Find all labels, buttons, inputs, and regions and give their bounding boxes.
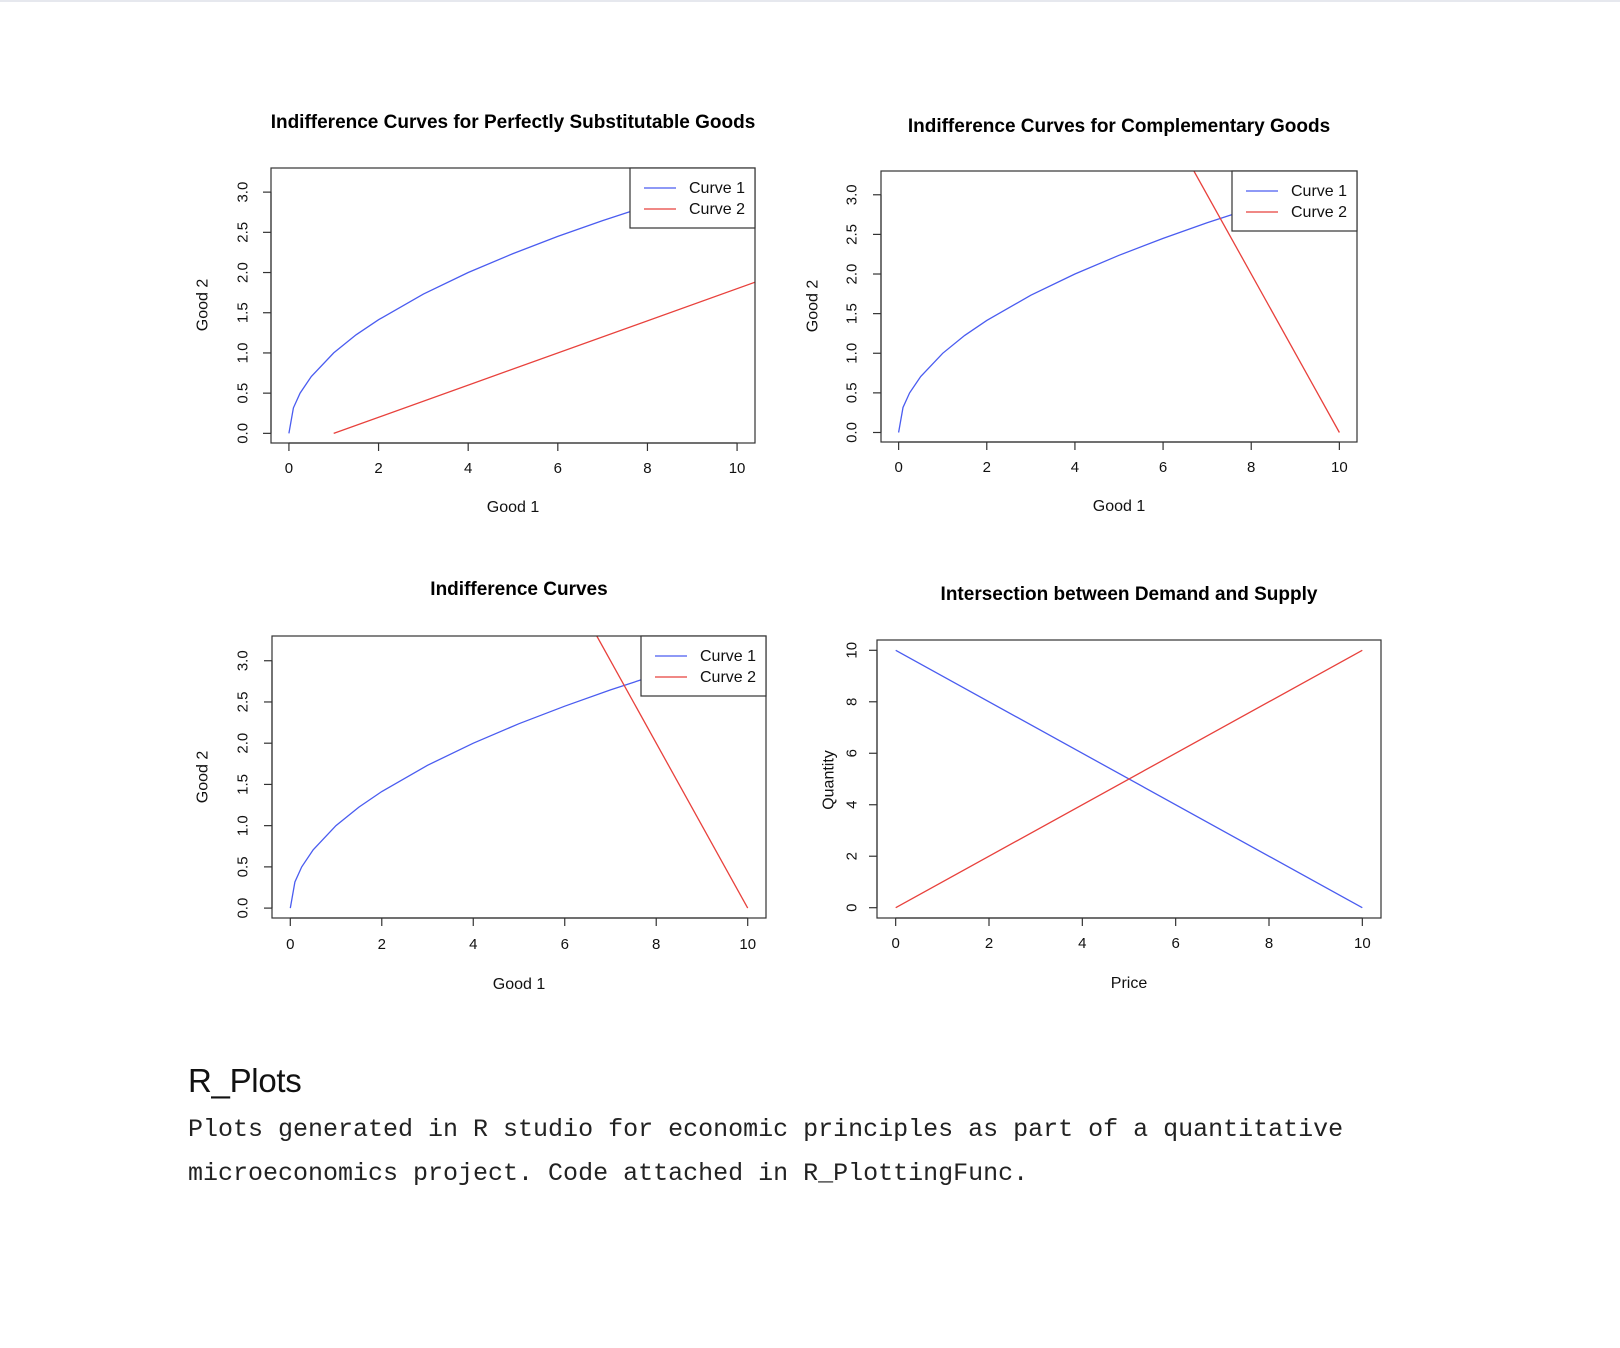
y-tick-label: 2.5 bbox=[235, 692, 252, 713]
legend-label: Curve 2 bbox=[689, 201, 745, 218]
x-axis-label: Good 1 bbox=[493, 976, 546, 993]
chart-3: Indifference Curves 0 2 4 6 8 10 Good 1 0.0 0.5 1.… bbox=[195, 579, 767, 993]
legend: Curve 1 Curve 2 bbox=[629, 167, 756, 229]
legend-box bbox=[629, 167, 756, 229]
x-tick-label: 0 bbox=[285, 460, 293, 477]
y-tick-label: 2.5 bbox=[235, 222, 252, 243]
y-axis-label: Quantity bbox=[821, 750, 838, 810]
y-tick-label: 1.0 bbox=[844, 343, 861, 364]
series-line-2 bbox=[333, 281, 755, 435]
legend: Curve 1 Curve 2 bbox=[1231, 170, 1358, 232]
chart-2: Indifference Curves for Complementary Go… bbox=[805, 116, 1358, 515]
x-tick-label: 2 bbox=[983, 459, 991, 476]
x-tick-label: 8 bbox=[1247, 459, 1255, 476]
y-tick-label: 0.5 bbox=[235, 856, 252, 877]
page-top-border bbox=[0, 0, 1620, 2]
y-tick-label: 2.0 bbox=[235, 262, 252, 283]
x-tick-label: 2 bbox=[374, 460, 382, 477]
x-axis-label: Good 1 bbox=[487, 499, 540, 516]
x-tick-label: 6 bbox=[1159, 459, 1167, 476]
x-tick-label: 2 bbox=[378, 936, 386, 953]
x-tick-label: 0 bbox=[286, 936, 294, 953]
legend-box bbox=[640, 635, 767, 697]
legend-label: Curve 1 bbox=[689, 180, 745, 197]
y-tick-label: 2.0 bbox=[235, 733, 252, 754]
legend-label: Curve 1 bbox=[700, 648, 756, 665]
x-tick-label: 4 bbox=[1071, 459, 1079, 476]
y-tick-label: 1.5 bbox=[235, 302, 252, 323]
y-tick-label: 2.5 bbox=[844, 224, 861, 245]
x-tick-label: 10 bbox=[1331, 459, 1348, 476]
series-line-2 bbox=[895, 649, 1363, 909]
y-tick-label: 10 bbox=[844, 642, 861, 659]
y-tick-label: 3.0 bbox=[844, 184, 861, 205]
y-tick-label: 1.0 bbox=[235, 815, 252, 836]
x-axis-label: Price bbox=[1111, 975, 1148, 992]
x-axis-label: Good 1 bbox=[1093, 498, 1146, 515]
chart-title: Intersection between Demand and Supply bbox=[941, 584, 1318, 605]
x-tick-label: 8 bbox=[1265, 935, 1273, 952]
y-tick-label: 1.5 bbox=[235, 774, 252, 795]
legend: Curve 1 Curve 2 bbox=[640, 635, 767, 697]
chart-1: Indifference Curves for Perfectly Substi… bbox=[195, 112, 756, 516]
x-tick-label: 4 bbox=[469, 936, 477, 953]
x-tick-label: 6 bbox=[561, 936, 569, 953]
x-tick-label: 8 bbox=[643, 460, 651, 477]
y-tick-label: 0.0 bbox=[235, 423, 252, 444]
legend-label: Curve 2 bbox=[1291, 204, 1347, 221]
series-line-2 bbox=[596, 636, 749, 909]
chart-title: Indifference Curves for Perfectly Substi… bbox=[271, 112, 756, 133]
x-tick-label: 10 bbox=[1354, 935, 1371, 952]
y-tick-label: 1.0 bbox=[235, 343, 252, 364]
x-tick-label: 6 bbox=[554, 460, 562, 477]
y-tick-label: 0 bbox=[844, 904, 861, 912]
x-tick-label: 10 bbox=[729, 460, 746, 477]
y-axis-label: Good 2 bbox=[805, 280, 822, 333]
chart-title: Indifference Curves for Complementary Go… bbox=[908, 116, 1330, 137]
y-tick-label: 2.0 bbox=[844, 264, 861, 285]
y-tick-label: 3.0 bbox=[235, 650, 252, 671]
legend-label: Curve 2 bbox=[700, 669, 756, 686]
y-tick-label: 8 bbox=[844, 698, 861, 706]
project-title: R_Plots bbox=[188, 1062, 302, 1099]
y-tick-label: 4 bbox=[844, 801, 861, 809]
y-tick-label: 6 bbox=[844, 749, 861, 757]
plots-figure: Indifference Curves for Perfectly Substi… bbox=[195, 112, 1382, 993]
y-axis-label: Good 2 bbox=[195, 279, 212, 332]
chart-4: Intersection between Demand and Supply 0 2… bbox=[821, 584, 1382, 992]
x-tick-label: 8 bbox=[652, 936, 660, 953]
project-description: Plots generated in R studio for economic… bbox=[188, 1115, 1344, 1188]
x-tick-label: 6 bbox=[1171, 935, 1179, 952]
series-line-2 bbox=[1193, 171, 1340, 433]
chart-title: Indifference Curves bbox=[430, 579, 607, 600]
x-tick-label: 2 bbox=[985, 935, 993, 952]
y-tick-label: 0.0 bbox=[844, 422, 861, 443]
y-axis-label: Good 2 bbox=[195, 751, 212, 804]
y-tick-label: 1.5 bbox=[844, 303, 861, 324]
x-tick-label: 4 bbox=[464, 460, 472, 477]
x-tick-label: 4 bbox=[1078, 935, 1086, 952]
legend-label: Curve 1 bbox=[1291, 183, 1347, 200]
y-tick-label: 0.5 bbox=[235, 383, 252, 404]
x-tick-label: 0 bbox=[891, 935, 899, 952]
y-tick-label: 2 bbox=[844, 852, 861, 860]
y-tick-label: 0.0 bbox=[235, 898, 252, 919]
y-tick-label: 3.0 bbox=[235, 182, 252, 203]
legend-box bbox=[1231, 170, 1358, 232]
series-group bbox=[895, 649, 1363, 909]
x-tick-label: 10 bbox=[739, 936, 756, 953]
x-tick-label: 0 bbox=[894, 459, 902, 476]
y-tick-label: 0.5 bbox=[844, 382, 861, 403]
